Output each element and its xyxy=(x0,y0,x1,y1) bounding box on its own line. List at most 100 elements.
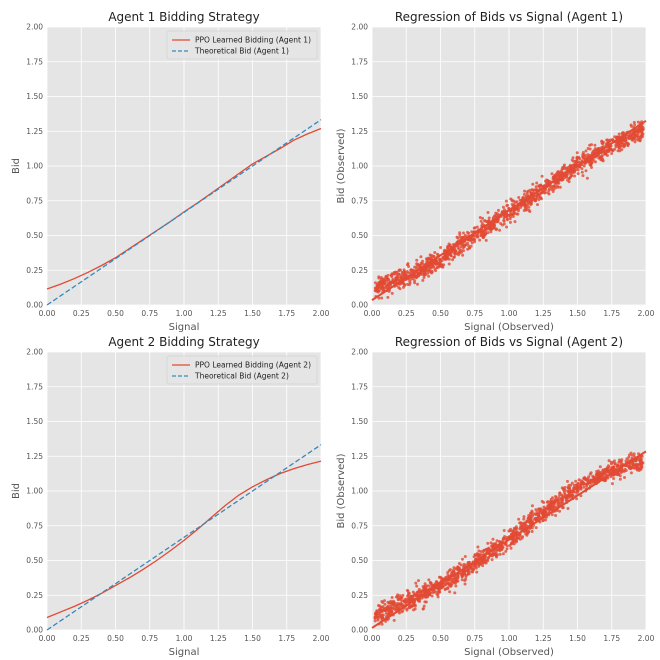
scatter-point xyxy=(626,141,630,145)
scatter-point xyxy=(475,570,479,574)
scatter-point xyxy=(441,577,445,581)
scatter-point xyxy=(578,165,582,169)
chart-title: Regression of Bids vs Signal (Agent 2) xyxy=(395,335,623,349)
scatter-point xyxy=(447,581,451,585)
y-tick-label: 0.75 xyxy=(26,196,43,205)
y-tick-label: 0.00 xyxy=(26,301,43,310)
x-tick-label: 1.50 xyxy=(244,634,261,643)
scatter-point xyxy=(525,531,529,535)
scatter-point xyxy=(422,275,426,279)
scatter-point xyxy=(531,513,535,517)
scatter-point xyxy=(407,283,411,287)
scatter-point xyxy=(623,476,627,480)
scatter-point xyxy=(498,228,502,232)
scatter-point xyxy=(450,250,454,254)
legend-box xyxy=(166,30,318,60)
scatter-point xyxy=(498,547,502,551)
scatter-point xyxy=(478,559,482,563)
scatter-point xyxy=(386,612,390,616)
scatter-point xyxy=(584,169,588,173)
scatter-point xyxy=(537,514,541,518)
scatter-point xyxy=(423,269,427,272)
scatter-point xyxy=(434,269,438,273)
scatter-point xyxy=(443,257,447,261)
scatter-point xyxy=(461,231,465,235)
scatter-point xyxy=(461,253,465,257)
scatter-point xyxy=(561,165,565,169)
scatter-point xyxy=(585,484,589,488)
scatter-point xyxy=(589,158,593,162)
scatter-point xyxy=(466,247,470,251)
scatter-point xyxy=(566,507,570,511)
y-tick-label: 0.25 xyxy=(351,591,368,600)
x-tick-label: 0.00 xyxy=(364,634,381,643)
scatter-point xyxy=(455,578,459,582)
scatter-point xyxy=(633,140,637,144)
scatter-point xyxy=(630,453,634,457)
scatter-point xyxy=(577,478,581,482)
y-tick-label: 0.25 xyxy=(26,591,43,600)
scatter-point xyxy=(494,228,498,232)
scatter-point xyxy=(419,590,423,594)
scatter-point xyxy=(533,516,537,520)
scatter-point xyxy=(586,146,590,150)
x-tick-label: 1.25 xyxy=(210,634,227,643)
y-tick-label: 0.75 xyxy=(351,196,368,205)
scatter-point xyxy=(632,120,636,124)
scatter-point xyxy=(584,149,588,153)
scatter-point xyxy=(426,257,430,261)
scatter-point xyxy=(527,208,531,212)
scatter-point xyxy=(579,487,583,491)
scatter-point xyxy=(379,606,383,610)
x-axis-label: Signal xyxy=(169,322,200,333)
scatter-point xyxy=(516,209,520,213)
scatter-point xyxy=(394,607,398,611)
scatter-point xyxy=(399,596,403,600)
x-tick-label: 0.25 xyxy=(398,634,415,643)
scatter-point xyxy=(489,554,493,558)
scatter-point xyxy=(554,513,558,517)
scatter-point xyxy=(444,254,448,258)
y-tick-label: 1.00 xyxy=(351,487,368,496)
scatter-point xyxy=(615,143,619,147)
y-tick-label: 2.00 xyxy=(26,348,43,357)
y-tick-label: 0.50 xyxy=(351,556,368,565)
scatter-point xyxy=(639,134,643,138)
scatter-point xyxy=(394,603,398,607)
scatter-point xyxy=(530,520,534,524)
x-tick-label: 2.00 xyxy=(638,309,655,318)
scatter-point xyxy=(584,154,588,158)
scatter-point xyxy=(456,236,460,240)
scatter-point xyxy=(427,578,431,582)
scatter-point xyxy=(601,140,605,144)
scatter-point xyxy=(391,280,395,284)
scatter-points xyxy=(373,451,645,626)
scatter-point xyxy=(438,261,442,265)
scatter-point xyxy=(461,249,465,253)
scatter-point xyxy=(569,165,573,169)
scatter-point xyxy=(523,189,527,193)
scatter-point xyxy=(449,580,453,584)
legend: PPO Learned Bidding (Agent 2) Theoretica… xyxy=(166,355,318,385)
scatter-point xyxy=(619,459,623,463)
scatter-point xyxy=(575,151,579,155)
y-tick-label: 1.75 xyxy=(351,382,368,391)
x-tick-label: 1.25 xyxy=(535,309,552,318)
scatter-point xyxy=(496,208,500,212)
regression-line xyxy=(371,450,647,629)
scatter-point xyxy=(588,472,592,476)
scatter-point xyxy=(415,258,419,262)
scatter-point xyxy=(610,148,614,152)
scatter-point xyxy=(481,557,485,561)
legend-box xyxy=(166,355,318,385)
scatter-point xyxy=(483,219,487,223)
scatter-point xyxy=(423,600,427,604)
scatter-point xyxy=(446,587,450,591)
scatter-point xyxy=(568,490,572,494)
scatter-point xyxy=(595,473,599,477)
scatter-point xyxy=(414,581,418,585)
scatter-point xyxy=(587,480,591,484)
scatter-point xyxy=(482,559,486,563)
scatter-point xyxy=(612,477,616,481)
scatter-point xyxy=(608,139,612,143)
